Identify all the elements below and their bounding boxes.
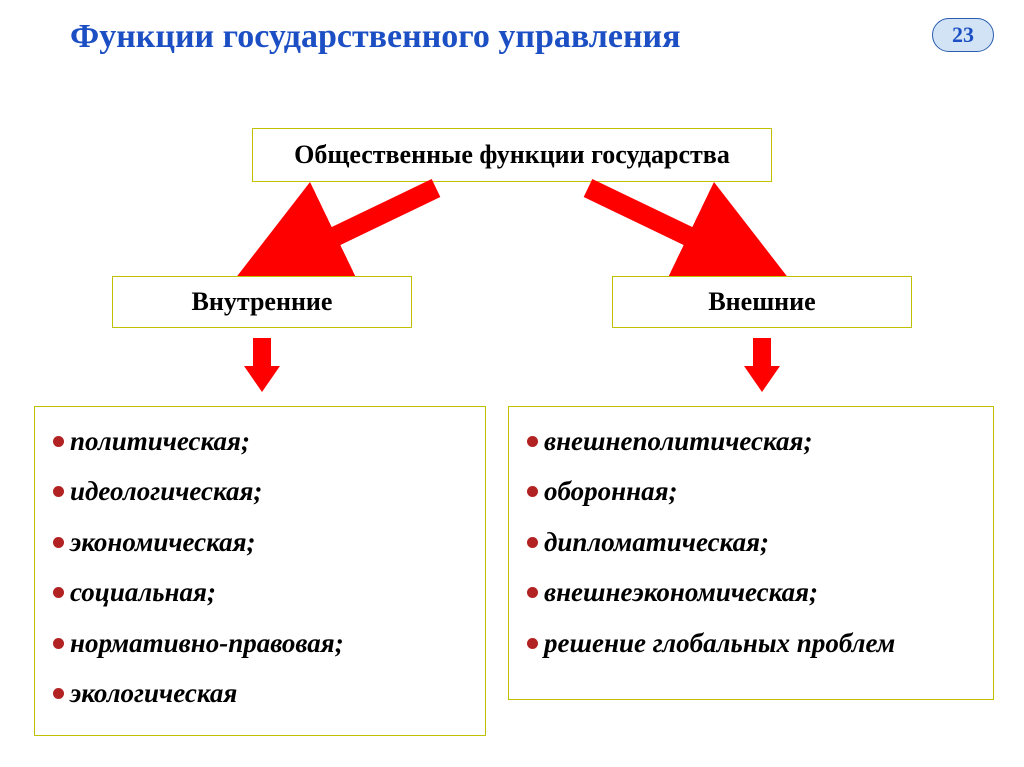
list-item: идеологическая; bbox=[53, 475, 471, 507]
list-item-text: решение глобальных проблем bbox=[544, 627, 895, 659]
right-branch-box: Внешние bbox=[612, 276, 912, 328]
root-box: Общественные функции государства bbox=[252, 128, 772, 182]
list-item-text: экономическая; bbox=[70, 526, 256, 558]
list-item: политическая; bbox=[53, 425, 471, 457]
bullet-icon bbox=[527, 587, 538, 598]
bullet-icon bbox=[527, 537, 538, 548]
page-number: 23 bbox=[952, 22, 974, 48]
page-number-badge: 23 bbox=[932, 18, 994, 52]
list-item-text: экологическая bbox=[70, 677, 237, 709]
list-item: экологическая bbox=[53, 677, 471, 709]
bullet-icon bbox=[53, 486, 64, 497]
list-item-text: оборонная; bbox=[544, 475, 678, 507]
left-branch-label: Внутренние bbox=[192, 287, 333, 317]
list-item-text: внешнеполитическая; bbox=[544, 425, 812, 457]
list-item: решение глобальных проблем bbox=[527, 627, 979, 659]
list-item: экономическая; bbox=[53, 526, 471, 558]
bullet-icon bbox=[527, 486, 538, 497]
bullet-icon bbox=[53, 688, 64, 699]
list-item: нормативно-правовая; bbox=[53, 627, 471, 659]
left-list-box: политическая; идеологическая; экономичес… bbox=[34, 406, 486, 736]
arrow-right-down bbox=[744, 338, 780, 394]
bullet-icon bbox=[527, 638, 538, 649]
arrow-left-down bbox=[244, 338, 280, 394]
list-item: внешнеэкономическая; bbox=[527, 576, 979, 608]
list-item-text: социальная; bbox=[70, 576, 216, 608]
list-item: дипломатическая; bbox=[527, 526, 979, 558]
list-item-text: политическая; bbox=[70, 425, 250, 457]
arrow-root-left bbox=[258, 182, 448, 278]
page-title: Функции государственного управления bbox=[70, 18, 681, 56]
right-branch-label: Внешние bbox=[708, 287, 815, 317]
bullet-icon bbox=[53, 638, 64, 649]
arrow-root-right bbox=[576, 182, 766, 278]
list-item-text: дипломатическая; bbox=[544, 526, 769, 558]
list-item: оборонная; bbox=[527, 475, 979, 507]
right-list-box: внешнеполитическая; оборонная; дипломати… bbox=[508, 406, 994, 700]
bullet-icon bbox=[527, 436, 538, 447]
list-item-text: идеологическая; bbox=[70, 475, 262, 507]
left-branch-box: Внутренние bbox=[112, 276, 412, 328]
root-label: Общественные функции государства bbox=[294, 140, 730, 170]
list-item: внешнеполитическая; bbox=[527, 425, 979, 457]
bullet-icon bbox=[53, 537, 64, 548]
list-item: социальная; bbox=[53, 576, 471, 608]
bullet-icon bbox=[53, 587, 64, 598]
list-item-text: нормативно-правовая; bbox=[70, 627, 344, 659]
list-item-text: внешнеэкономическая; bbox=[544, 576, 818, 608]
bullet-icon bbox=[53, 436, 64, 447]
